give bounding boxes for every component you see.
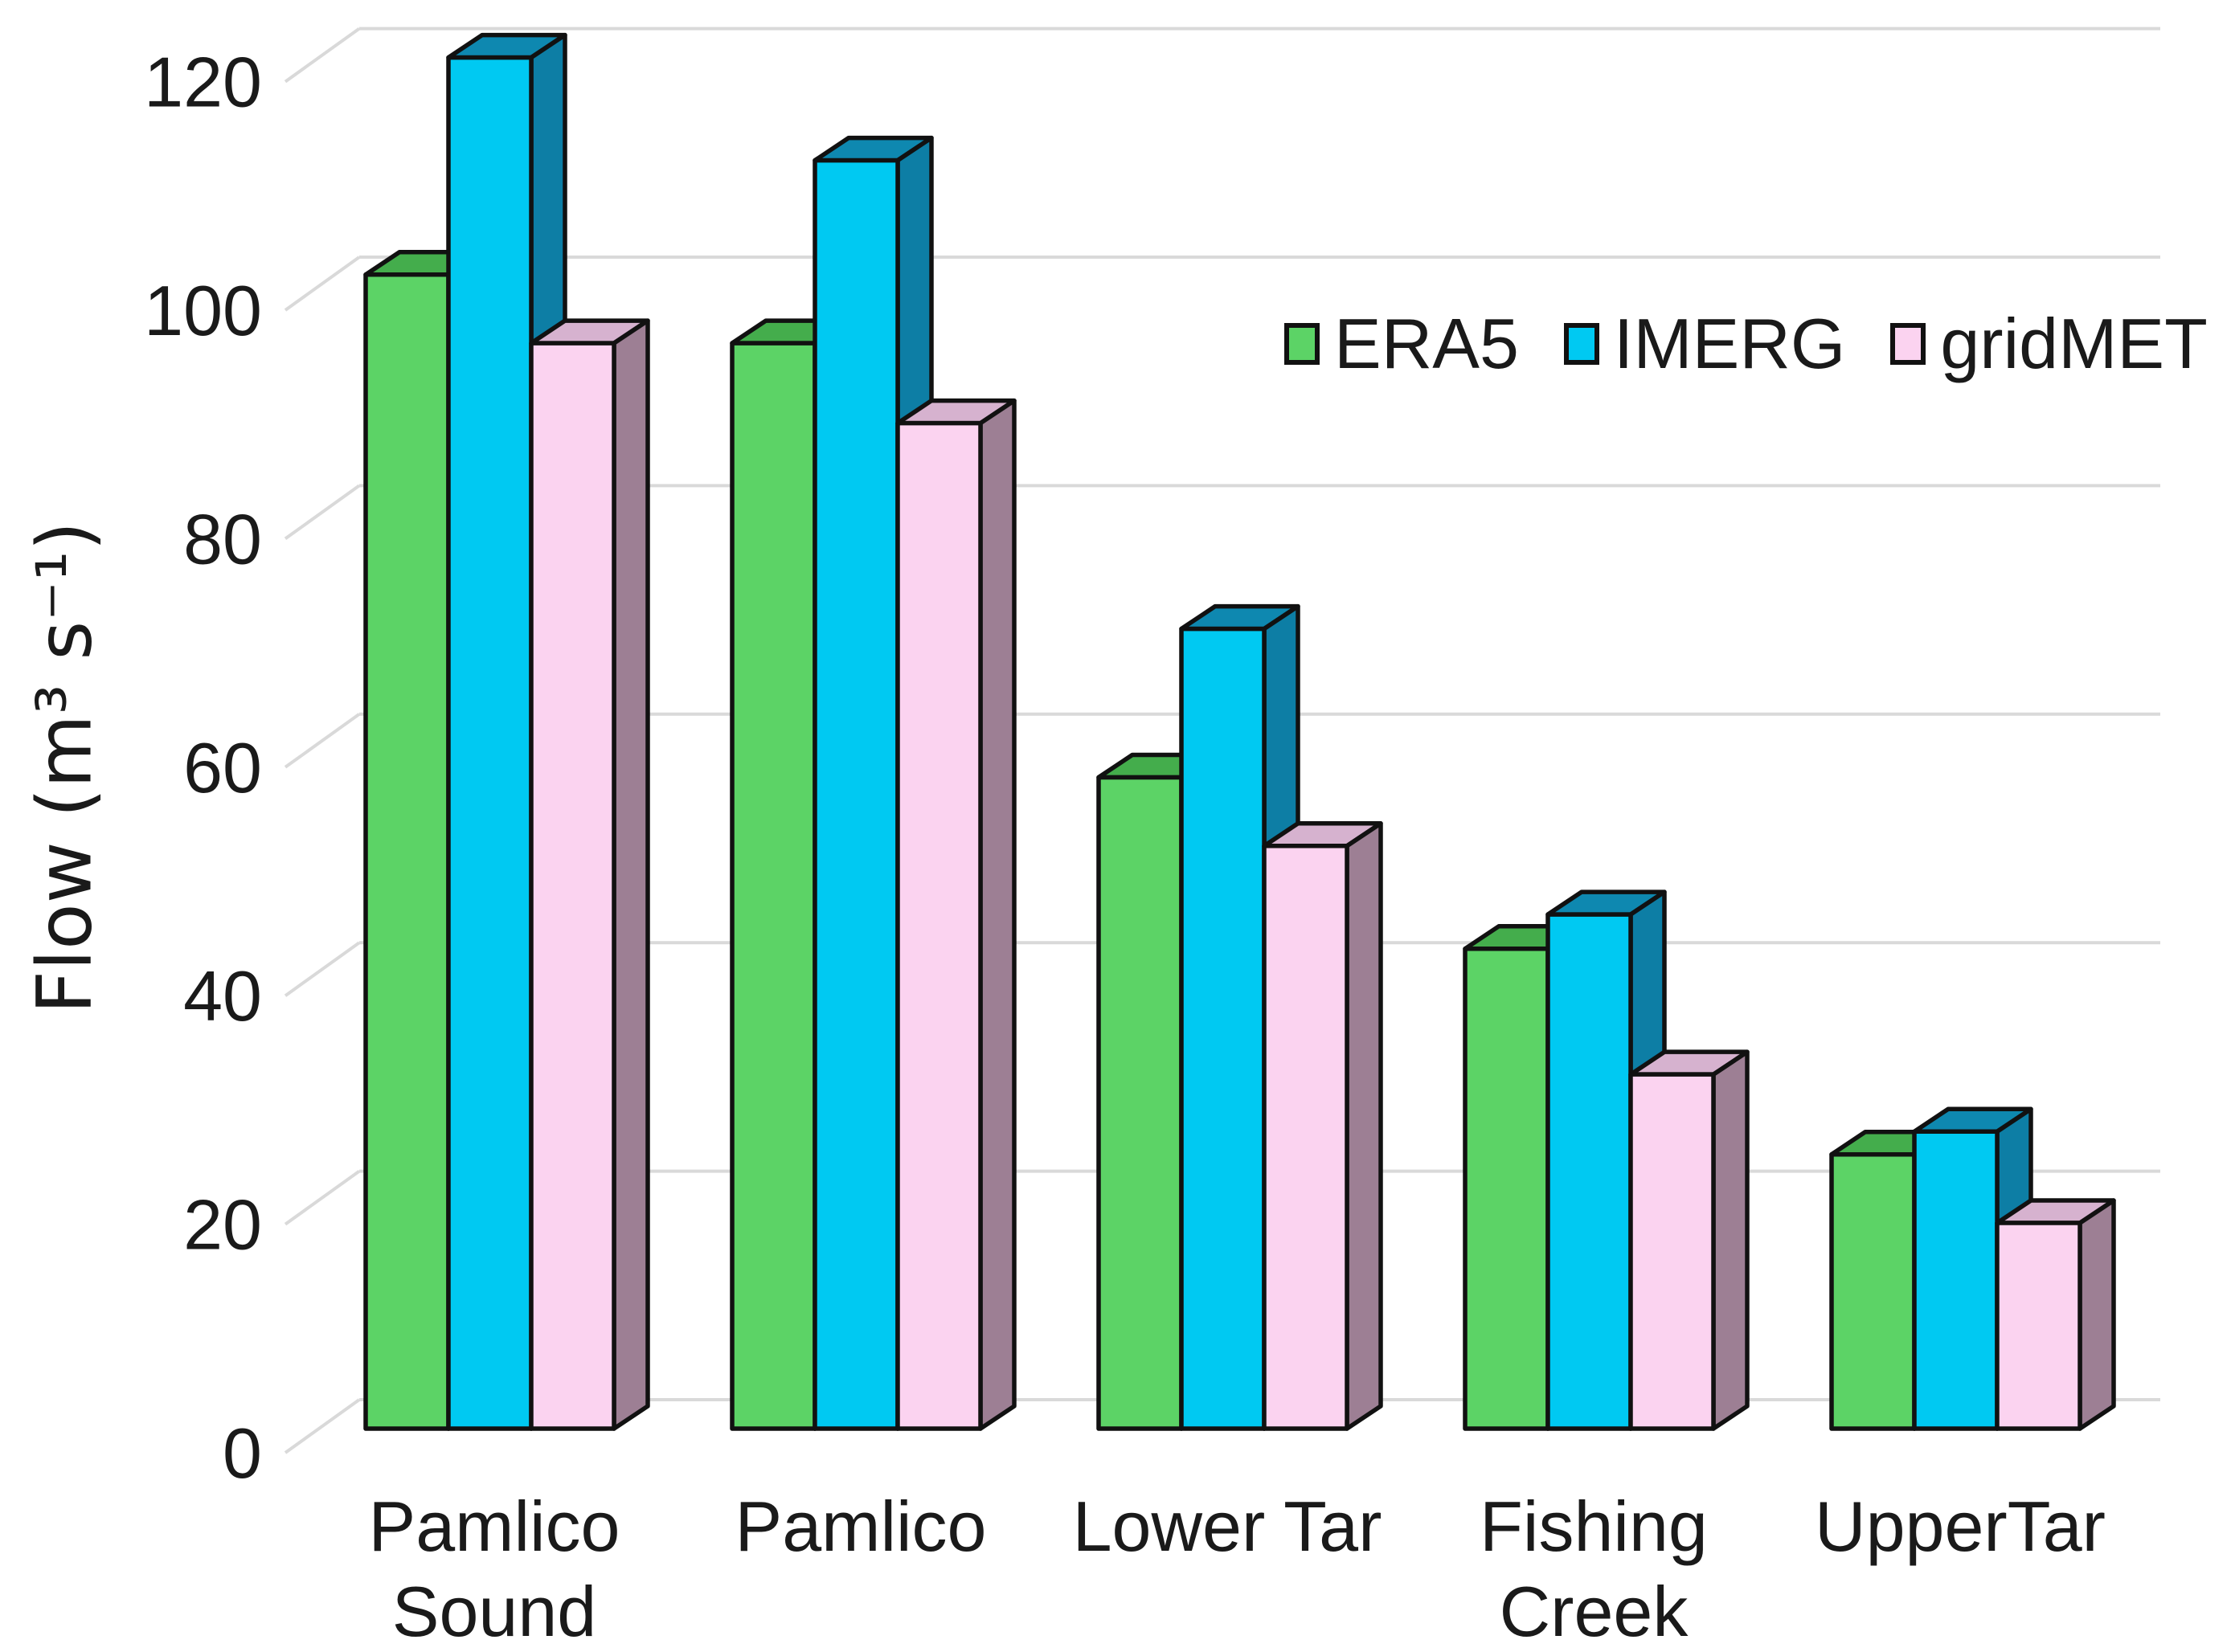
bar-gridmet-0	[529, 341, 616, 1431]
gridline-slant	[284, 713, 361, 769]
category-label-1: Pamlico	[735, 1486, 987, 1566]
bar-side-gridmet-1	[978, 398, 1017, 1431]
category-label-3: Fishing	[1480, 1486, 1708, 1566]
y-axis-title: Flow (m³ s⁻¹)	[21, 521, 109, 1014]
y-tick-label: 20	[183, 1185, 262, 1265]
bar-era5-0	[363, 272, 451, 1431]
legend-swatch-gridmet-icon	[1890, 323, 1926, 365]
legend-swatch-era5-icon	[1284, 323, 1320, 365]
category-label-0: Pamlico	[369, 1486, 620, 1566]
bar-era5-3	[1463, 947, 1550, 1431]
legend-item-gridmet: gridMET	[1890, 309, 2208, 379]
bar-side-gridmet-2	[1345, 821, 1383, 1431]
y-tick-label: 40	[183, 956, 262, 1036]
bar-side-gridmet-4	[2077, 1198, 2116, 1431]
bar-imerg-4	[1912, 1129, 2000, 1431]
legend-item-imerg: IMERG	[1563, 304, 1846, 383]
y-tick-label: 100	[144, 271, 262, 350]
bar-imerg-0	[446, 55, 534, 1431]
bar-gridmet-1	[895, 420, 983, 1431]
gridline-slant	[284, 941, 361, 997]
bar-side-gridmet-3	[1711, 1049, 1750, 1431]
legend-swatch-imerg-icon	[1563, 323, 1599, 365]
category-label-0: Sound	[392, 1572, 596, 1651]
legend-item-era5: ERA5	[1284, 309, 1519, 379]
y-tick-label: 60	[183, 728, 262, 808]
bar-imerg-2	[1179, 626, 1267, 1431]
bar-era5-1	[730, 341, 817, 1431]
category-label-4: UpperTar	[1815, 1486, 2106, 1566]
gridline-slant	[284, 1398, 361, 1454]
gridline-slant	[284, 27, 361, 84]
bar-side-gridmet-0	[612, 318, 650, 1431]
bar-gridmet-3	[1628, 1072, 1716, 1431]
bar-era5-2	[1096, 775, 1184, 1431]
bar-era5-4	[1829, 1151, 1917, 1431]
y-tick-label: 0	[223, 1413, 262, 1493]
bar-imerg-1	[813, 157, 900, 1431]
gridline-slant	[284, 484, 361, 541]
category-label-2: Lower Tar	[1073, 1486, 1382, 1566]
gridline-slant	[284, 1169, 361, 1226]
legend-label-imerg: IMERG	[1613, 304, 1846, 383]
y-tick-label: 120	[144, 43, 262, 122]
legend: ERA5 IMERG gridMET	[1284, 296, 2208, 392]
bar-gridmet-4	[1995, 1221, 2082, 1431]
bar-gridmet-2	[1262, 844, 1349, 1431]
legend-label-era5: ERA5	[1334, 304, 1519, 383]
gridline-slant	[284, 256, 361, 312]
bar-imerg-3	[1545, 912, 1633, 1431]
category-label-3: Creek	[1500, 1572, 1689, 1651]
y-tick-label: 80	[183, 499, 262, 579]
legend-label-gridmet: gridMET	[1940, 304, 2208, 383]
